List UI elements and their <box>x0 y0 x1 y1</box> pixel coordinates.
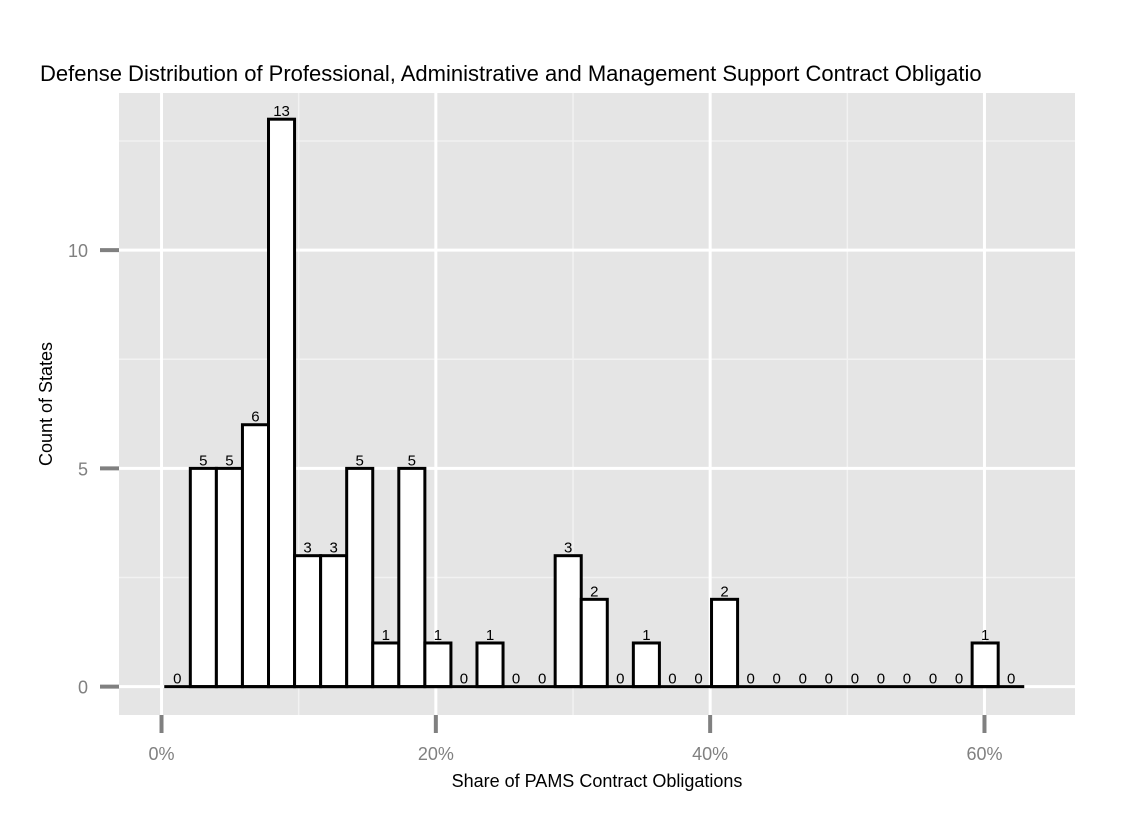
y-tick-label: 0 <box>78 678 88 698</box>
bar-count-label: 0 <box>694 671 702 688</box>
bar-count-label: 0 <box>512 671 520 688</box>
histogram-bar <box>970 641 1000 689</box>
bar-count-label: 1 <box>434 627 442 644</box>
chart-title: Defense Distribution of Professional, Ad… <box>40 61 982 86</box>
histogram-bar <box>293 554 323 689</box>
bar-count-label: 5 <box>408 452 416 469</box>
histogram-bar <box>631 641 661 689</box>
histogram-bar <box>423 641 453 689</box>
histogram-bar <box>188 466 218 689</box>
x-tick-label: 40% <box>692 744 728 764</box>
bar-count-label: 0 <box>173 671 181 688</box>
histogram-bar <box>214 466 244 689</box>
bar-count-label: 1 <box>981 627 989 644</box>
bar-count-label: 0 <box>799 671 807 688</box>
histogram-bar <box>710 597 740 689</box>
y-tick-label: 10 <box>68 241 88 261</box>
x-tick-label: 20% <box>418 744 454 764</box>
histogram-bar <box>371 641 401 689</box>
bar-count-label: 3 <box>329 540 337 557</box>
histogram-bar <box>240 423 271 689</box>
bar-count-label: 5 <box>356 452 364 469</box>
bar-count-label: 0 <box>616 671 624 688</box>
bar-count-label: 13 <box>273 103 290 120</box>
y-axis: 0 5 10 <box>68 241 119 698</box>
histogram-bar <box>267 117 297 689</box>
histogram-bar <box>553 554 583 689</box>
histogram-bar <box>475 641 505 689</box>
bar-count-label: 5 <box>199 452 207 469</box>
histogram-bar <box>579 597 609 689</box>
bar-count-label: 0 <box>773 671 781 688</box>
bar-count-label: 1 <box>642 627 650 644</box>
histogram-bar <box>397 466 427 689</box>
bar-count-label: 0 <box>955 671 963 688</box>
bar-count-label: 0 <box>929 671 937 688</box>
x-tick-label: 0% <box>149 744 175 764</box>
bar-count-label: 1 <box>382 627 390 644</box>
x-axis-label: Share of PAMS Contract Obligations <box>452 771 743 791</box>
bar-count-label: 6 <box>251 409 259 426</box>
y-axis-label: Count of States <box>36 342 56 466</box>
bar-count-label: 0 <box>1007 671 1015 688</box>
bar-count-label: 0 <box>825 671 833 688</box>
histogram-bar <box>345 466 375 689</box>
bar-count-label: 1 <box>486 627 494 644</box>
bar-count-label: 5 <box>225 452 233 469</box>
bar-count-label: 2 <box>720 583 728 600</box>
bar-count-label: 0 <box>668 671 676 688</box>
bar-count-label: 0 <box>903 671 911 688</box>
x-tick-label: 60% <box>966 744 1002 764</box>
bar-count-label: 2 <box>590 583 598 600</box>
y-tick-label: 5 <box>78 459 88 479</box>
bar-count-label: 0 <box>460 671 468 688</box>
bar-count-label: 0 <box>746 671 754 688</box>
bar-count-label: 0 <box>538 671 546 688</box>
x-axis: 0% 20% 40% 60% <box>149 715 1002 764</box>
bars <box>188 117 1000 689</box>
bar-count-label: 3 <box>303 540 311 557</box>
bar-count-label: 0 <box>851 671 859 688</box>
bar-count-label: 3 <box>564 540 572 557</box>
histogram-bar <box>319 554 349 689</box>
bar-labels: 0 5 5 6 13 3 3 5 1 5 1 0 1 0 0 3 2 0 1 0 0 2 0 0 0 0 0 0 0 0 0 1 0 <box>173 103 1015 687</box>
bar-count-label: 0 <box>877 671 885 688</box>
